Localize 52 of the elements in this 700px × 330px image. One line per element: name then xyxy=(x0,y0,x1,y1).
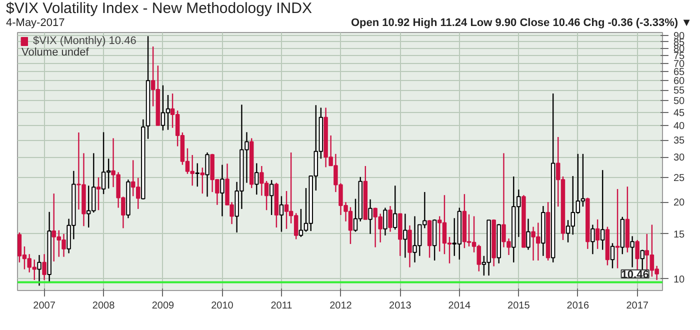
candlestick xyxy=(269,179,274,216)
candlestick xyxy=(42,254,46,281)
x-tick-label: 2016 xyxy=(566,300,590,312)
x-tick-label: 2013 xyxy=(389,300,412,312)
x-tick-label: 2007 xyxy=(33,300,56,312)
candlestick xyxy=(96,176,101,211)
x-tick-label: 2011 xyxy=(270,300,293,312)
candlestick xyxy=(595,218,600,250)
candlestick xyxy=(200,167,205,194)
candlestick xyxy=(630,236,634,268)
y-tick-label: 45 xyxy=(674,108,686,119)
candlestick xyxy=(526,218,530,250)
x-tick-label: 2012 xyxy=(330,300,352,312)
candlestick xyxy=(279,196,284,232)
x-tick-label: 2010 xyxy=(211,300,234,312)
y-tick-label: 25 xyxy=(674,172,686,184)
chart-title: $VIX Volatility Index - New Methodology INDX xyxy=(6,0,313,17)
x-tick-label: 2009 xyxy=(152,300,175,312)
candlestick xyxy=(195,162,200,188)
candlestick xyxy=(37,254,42,286)
annotation: Volume undef xyxy=(22,46,90,58)
candlestick xyxy=(383,207,388,236)
text: Open 10.92 High 11.24 Low 9.90 Close 10.46 Chg -0.36 (-3.33%) ▼ xyxy=(350,17,692,30)
candlestick xyxy=(388,205,392,232)
x-tick-label: 2015 xyxy=(508,300,530,312)
y-tick-label: 30 xyxy=(674,152,686,164)
x-tick-label: 2008 xyxy=(92,300,116,312)
candlestick xyxy=(254,162,259,196)
chart-subtitle: 4-May-2017 xyxy=(6,17,65,30)
candlestick xyxy=(600,169,605,250)
y-tick-label: 10 xyxy=(674,274,686,286)
candlestick xyxy=(284,190,289,230)
legend-label: $VIX (Monthly) 10.46 xyxy=(33,35,136,47)
x-tick-label: 2014 xyxy=(448,300,471,312)
y-tick-label: 55 xyxy=(674,86,686,97)
candlestick xyxy=(368,198,372,235)
y-tick-label: 35 xyxy=(674,136,686,147)
y-tick-label: 40 xyxy=(674,120,686,132)
candlestick xyxy=(403,213,408,258)
candlestick xyxy=(408,224,412,268)
y-tick-label: 15 xyxy=(674,229,686,240)
candlestick xyxy=(205,152,210,198)
y-tick-label: 60 xyxy=(674,76,686,87)
candlestick xyxy=(610,242,615,269)
y-tick-label: 50 xyxy=(674,96,686,108)
candlestick xyxy=(590,224,595,255)
y-tick-label: 65 xyxy=(674,67,686,78)
candlestick xyxy=(392,185,398,230)
candlestick xyxy=(220,164,224,217)
x-tick-label: 2017 xyxy=(626,300,649,312)
candlestick xyxy=(615,188,620,269)
y-tick-label: 20 xyxy=(674,198,686,209)
